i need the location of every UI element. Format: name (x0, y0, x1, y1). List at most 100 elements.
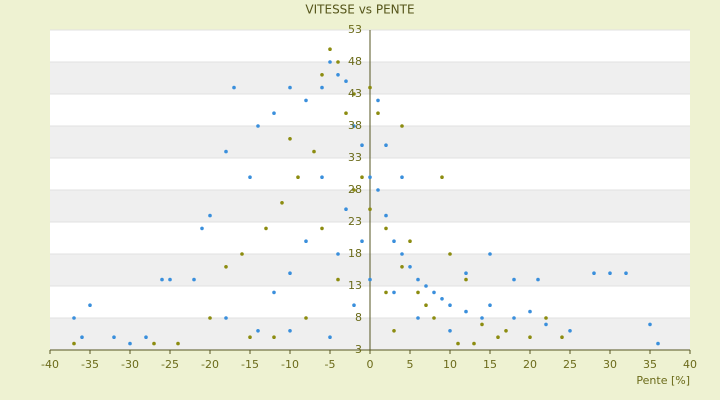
point (272, 290, 276, 295)
point (424, 303, 428, 308)
point (224, 149, 228, 154)
point (320, 85, 324, 90)
point (384, 290, 388, 295)
point (392, 239, 396, 243)
point (288, 271, 292, 276)
point (328, 60, 332, 64)
point (304, 316, 308, 320)
point (464, 309, 468, 314)
point (344, 111, 348, 115)
point (408, 239, 412, 243)
point (264, 226, 268, 231)
point (400, 252, 404, 256)
y-tick-label: 53 (348, 23, 362, 36)
point (128, 341, 132, 346)
point (176, 341, 180, 346)
point (488, 303, 492, 308)
point (512, 316, 516, 320)
point (376, 98, 380, 103)
point (192, 277, 196, 282)
y-tick-label: 18 (348, 247, 362, 260)
point (352, 188, 356, 192)
point (224, 265, 228, 269)
x-tick-label: -20 (201, 358, 219, 371)
point (320, 175, 324, 179)
point (360, 143, 364, 147)
point (336, 60, 340, 64)
x-tick-label: 5 (407, 358, 414, 371)
point (344, 79, 348, 83)
point (560, 335, 564, 340)
y-tick-label: 43 (348, 87, 362, 100)
point (608, 271, 612, 276)
x-tick-label: -5 (325, 358, 336, 371)
x-tick-label: 40 (683, 358, 697, 371)
x-tick-label: -35 (81, 358, 99, 371)
y-tick-label: 23 (348, 215, 362, 228)
point (152, 341, 156, 346)
y-tick-label: 8 (355, 311, 362, 324)
point (248, 335, 252, 340)
point (544, 322, 548, 327)
point (208, 316, 212, 320)
x-tick-label: 25 (563, 358, 577, 371)
y-tick-label: 48 (348, 55, 362, 68)
point (232, 85, 236, 90)
point (168, 277, 172, 282)
point (400, 265, 404, 269)
point (328, 47, 332, 51)
point (592, 271, 596, 276)
x-tick-label: -15 (241, 358, 259, 371)
point (352, 124, 356, 128)
point (544, 316, 548, 320)
x-tick-label: 20 (523, 358, 537, 371)
point (448, 303, 452, 308)
point (432, 316, 436, 320)
point (144, 335, 148, 340)
point (368, 207, 372, 211)
x-tick-label: 0 (367, 358, 374, 371)
point (528, 335, 532, 340)
point (536, 277, 540, 282)
point (432, 290, 436, 295)
x-tick-label: -10 (281, 358, 299, 371)
point (496, 335, 500, 340)
point (344, 207, 348, 211)
point (408, 265, 412, 269)
point (384, 143, 388, 147)
point (440, 175, 444, 179)
point (400, 175, 404, 179)
point (448, 329, 452, 333)
point (368, 85, 372, 90)
point (392, 329, 396, 333)
point (288, 329, 292, 333)
point (360, 175, 364, 179)
point (384, 213, 388, 218)
point (512, 277, 516, 282)
point (456, 341, 460, 346)
point (360, 239, 364, 243)
point (656, 341, 660, 346)
point (296, 175, 300, 179)
point (336, 73, 340, 77)
y-tick-label: 28 (348, 183, 362, 196)
point (304, 98, 308, 103)
x-tick-label: 15 (483, 358, 497, 371)
point (376, 188, 380, 192)
point (416, 290, 420, 295)
x-tick-label: -30 (121, 358, 139, 371)
y-tick-label: 13 (348, 279, 362, 292)
point (320, 226, 324, 231)
point (80, 335, 84, 340)
point (416, 277, 420, 282)
point (528, 309, 532, 314)
point (288, 85, 292, 90)
point (272, 111, 276, 115)
point (568, 329, 572, 333)
point (256, 124, 260, 128)
point (160, 277, 164, 282)
point (72, 316, 76, 320)
point (280, 201, 284, 205)
